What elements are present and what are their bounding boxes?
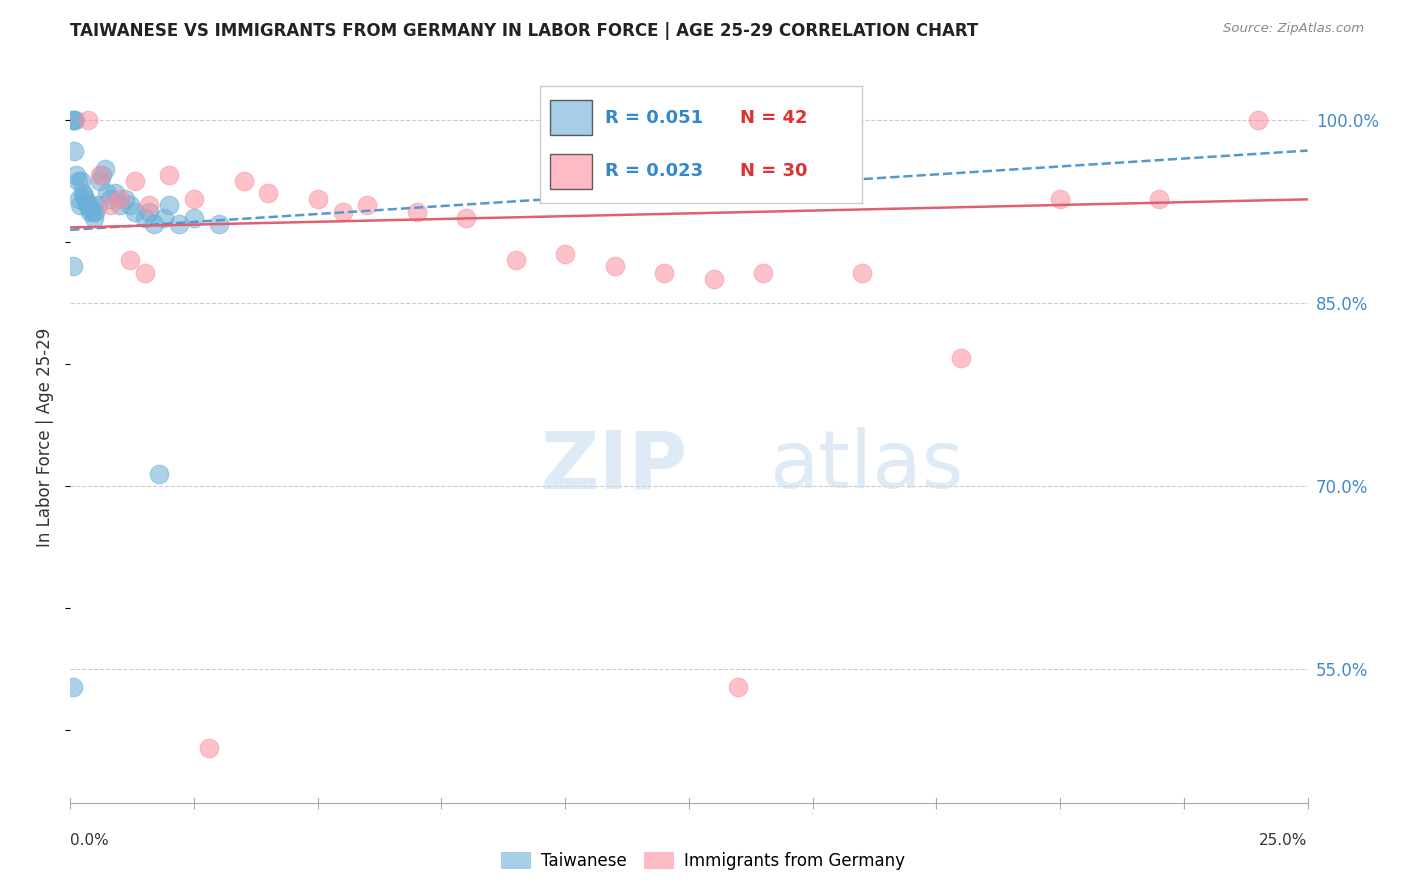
Point bbox=[752, 266, 775, 280]
Point bbox=[62, 260, 84, 274]
Point bbox=[62, 113, 84, 128]
Text: ZIP: ZIP bbox=[540, 427, 688, 506]
Point bbox=[114, 193, 136, 207]
Point bbox=[67, 193, 90, 207]
Point bbox=[108, 198, 131, 212]
Point bbox=[72, 186, 94, 201]
Y-axis label: In Labor Force | Age 25-29: In Labor Force | Age 25-29 bbox=[37, 327, 55, 547]
Point bbox=[76, 198, 98, 212]
Point bbox=[89, 174, 111, 188]
Point bbox=[183, 211, 205, 225]
Text: 25.0%: 25.0% bbox=[1260, 833, 1308, 848]
Text: 0.0%: 0.0% bbox=[70, 833, 110, 848]
Point bbox=[1247, 113, 1270, 128]
Point bbox=[118, 253, 141, 268]
Point bbox=[603, 260, 626, 274]
Point bbox=[727, 680, 749, 694]
Point bbox=[76, 113, 98, 128]
Point bbox=[198, 740, 221, 755]
Text: TAIWANESE VS IMMIGRANTS FROM GERMANY IN LABOR FORCE | AGE 25-29 CORRELATION CHAR: TAIWANESE VS IMMIGRANTS FROM GERMANY IN … bbox=[70, 22, 979, 40]
Point bbox=[148, 467, 170, 481]
Point bbox=[79, 204, 101, 219]
Point bbox=[86, 198, 108, 212]
Point bbox=[108, 193, 131, 207]
Point bbox=[157, 168, 180, 182]
Point bbox=[208, 217, 231, 231]
Point bbox=[82, 204, 104, 219]
Text: Source: ZipAtlas.com: Source: ZipAtlas.com bbox=[1223, 22, 1364, 36]
Point bbox=[69, 198, 91, 212]
Point bbox=[505, 253, 527, 268]
Point bbox=[332, 204, 354, 219]
Point bbox=[554, 247, 576, 261]
Point bbox=[232, 174, 254, 188]
Point bbox=[89, 168, 111, 182]
Point bbox=[138, 198, 160, 212]
Point bbox=[124, 174, 146, 188]
Point bbox=[703, 271, 725, 285]
Point bbox=[104, 186, 127, 201]
Point bbox=[65, 113, 87, 128]
Point bbox=[1147, 193, 1170, 207]
Point bbox=[138, 204, 160, 219]
Point bbox=[98, 193, 121, 207]
Point bbox=[124, 204, 146, 219]
Point bbox=[98, 198, 121, 212]
Point bbox=[307, 193, 329, 207]
Point bbox=[94, 161, 117, 176]
Point bbox=[134, 211, 156, 225]
Point bbox=[134, 266, 156, 280]
Point bbox=[63, 144, 86, 158]
Point bbox=[62, 113, 84, 128]
Point bbox=[257, 186, 280, 201]
Point bbox=[84, 204, 107, 219]
Point bbox=[356, 198, 378, 212]
Point bbox=[183, 193, 205, 207]
Point bbox=[157, 198, 180, 212]
Text: atlas: atlas bbox=[769, 427, 963, 506]
Point bbox=[153, 211, 176, 225]
Point bbox=[851, 266, 873, 280]
Point bbox=[1049, 193, 1071, 207]
Point bbox=[405, 204, 427, 219]
Legend: Taiwanese, Immigrants from Germany: Taiwanese, Immigrants from Germany bbox=[502, 852, 904, 870]
Point bbox=[70, 174, 93, 188]
Point bbox=[118, 198, 141, 212]
Point bbox=[75, 193, 97, 207]
Point bbox=[91, 168, 114, 182]
Point bbox=[456, 211, 478, 225]
Point bbox=[62, 680, 84, 694]
Point bbox=[73, 188, 96, 202]
Point bbox=[80, 198, 103, 212]
Point bbox=[950, 351, 973, 365]
Point bbox=[66, 174, 89, 188]
Point bbox=[65, 168, 87, 182]
Point bbox=[77, 201, 100, 215]
Point bbox=[96, 186, 118, 201]
Point bbox=[75, 196, 97, 211]
Point bbox=[83, 211, 105, 225]
Point bbox=[167, 217, 190, 231]
Point bbox=[652, 266, 675, 280]
Point bbox=[143, 217, 166, 231]
